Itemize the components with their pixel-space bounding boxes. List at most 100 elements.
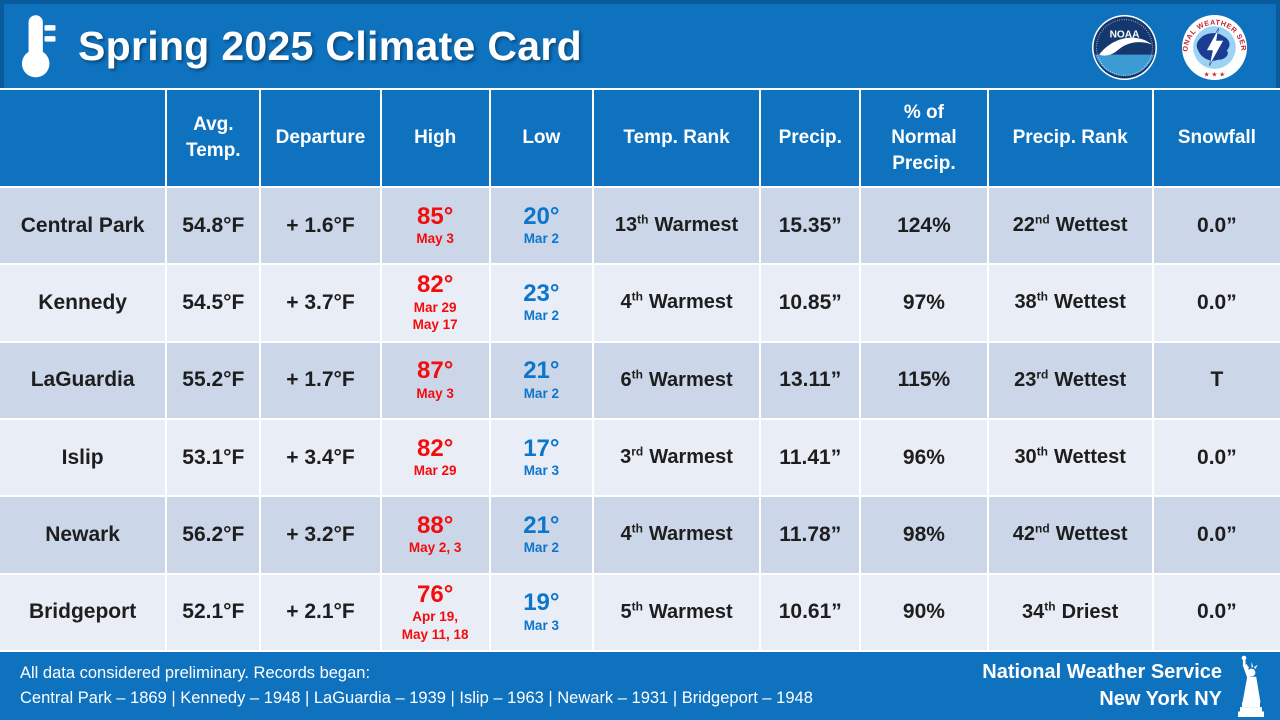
footer-line1: All data considered preliminary. Records… <box>20 664 371 683</box>
statue-of-liberty-icon <box>1238 655 1264 717</box>
station-cell: LaGuardia <box>0 342 166 418</box>
low-date: Mar 2 <box>523 540 559 556</box>
title-bar: Spring 2025 Climate Card NOAA NATIONAL W… <box>0 0 1280 88</box>
low-temp: 23° <box>523 280 560 308</box>
footer-line2: Central Park – 1869 | Kennedy – 1948 | L… <box>20 689 813 707</box>
high-temp: 76° <box>417 580 454 608</box>
snowfall-cell: 0.0” <box>1153 420 1280 496</box>
high-cell: 82° Mar 29 <box>381 420 489 496</box>
high-date: Apr 19, <box>412 608 459 624</box>
high-temp: 88° <box>417 512 454 540</box>
temp-rank-cell: 4th Warmest <box>593 497 760 573</box>
precip-rank-cell: 38th Wettest <box>988 265 1152 341</box>
snowfall-cell: 0.0” <box>1153 265 1280 341</box>
precip-cell: 15.35” <box>761 188 860 264</box>
station-cell: Central Park <box>0 188 166 264</box>
departure-cell: + 3.2°F <box>261 497 380 573</box>
low-cell: 23° Mar 2 <box>490 265 592 341</box>
low-temp: 17° <box>523 434 560 462</box>
col-header-snowfall: Snowfall <box>1153 90 1280 186</box>
low-date: Mar 2 <box>523 308 559 324</box>
snowfall-cell: 0.0” <box>1153 188 1280 264</box>
avg-temp-cell: 54.8°F <box>167 188 260 264</box>
climate-table: Avg. Temp. Departure High Low Temp. Rank… <box>0 88 1280 652</box>
col-header-avg-temp: Avg. Temp. <box>167 90 260 186</box>
low-cell: 20° Mar 2 <box>490 188 592 264</box>
high-date: May 11, 18 <box>401 626 469 642</box>
high-date: May 3 <box>416 231 454 247</box>
temp-rank-cell: 13th Warmest <box>593 188 760 264</box>
low-temp: 20° <box>523 202 560 230</box>
precip-cell: 13.11” <box>761 342 860 418</box>
high-temp: 87° <box>417 357 454 385</box>
precip-rank-cell: 42nd Wettest <box>988 497 1152 573</box>
high-temp: 82° <box>417 434 454 462</box>
low-cell: 19° Mar 3 <box>490 574 592 650</box>
noaa-logo-text: NOAA <box>1110 29 1141 40</box>
noaa-logo: NOAA <box>1092 15 1157 80</box>
temp-rank-cell: 4th Warmest <box>593 265 760 341</box>
low-cell: 21° Mar 2 <box>490 342 592 418</box>
col-header-high: High <box>381 90 489 186</box>
precip-cell: 11.78” <box>761 497 860 573</box>
footer-org-name: National Weather Service <box>982 661 1222 683</box>
station-cell: Islip <box>0 420 166 496</box>
snowfall-cell: T <box>1153 342 1280 418</box>
thermometer-icon <box>21 15 56 78</box>
high-date: May 3 <box>416 385 454 401</box>
pct-normal-precip-cell: 124% <box>861 188 987 264</box>
high-temp: 85° <box>417 202 454 230</box>
station-cell: Kennedy <box>0 265 166 341</box>
low-temp: 21° <box>523 512 560 540</box>
high-cell: 87° May 3 <box>381 342 489 418</box>
high-cell: 85° May 3 <box>381 188 489 264</box>
station-cell: Bridgeport <box>0 574 166 650</box>
station-cell: Newark <box>0 497 166 573</box>
pct-normal-precip-cell: 90% <box>861 574 987 650</box>
temp-rank-cell: 3rd Warmest <box>593 420 760 496</box>
col-header-departure: Departure <box>261 90 380 186</box>
low-cell: 21° Mar 2 <box>490 497 592 573</box>
pct-normal-precip-cell: 97% <box>861 265 987 341</box>
pct-normal-precip-cell: 98% <box>861 497 987 573</box>
high-cell: 76° Apr 19, May 11, 18 <box>381 574 489 650</box>
departure-cell: + 3.7°F <box>261 265 380 341</box>
departure-cell: + 3.4°F <box>261 420 380 496</box>
snowfall-cell: 0.0” <box>1153 497 1280 573</box>
low-date: Mar 3 <box>523 463 559 479</box>
precip-cell: 10.85” <box>761 265 860 341</box>
avg-temp-cell: 52.1°F <box>167 574 260 650</box>
departure-cell: + 2.1°F <box>261 574 380 650</box>
precip-cell: 10.61” <box>761 574 860 650</box>
avg-temp-cell: 56.2°F <box>167 497 260 573</box>
footer-disclaimer: All data considered preliminary. Records… <box>20 661 813 711</box>
high-date: May 17 <box>412 317 458 333</box>
col-header-precip: Precip. <box>761 90 860 186</box>
low-temp: 21° <box>523 357 560 385</box>
avg-temp-cell: 55.2°F <box>167 342 260 418</box>
col-header-low: Low <box>490 90 592 186</box>
footer-bar: All data considered preliminary. Records… <box>0 652 1280 720</box>
col-header-precip-rank: Precip. Rank <box>988 90 1152 186</box>
nws-logo: NATIONAL WEATHER SERVICE ★ ★ ★ <box>1182 15 1247 80</box>
low-date: Mar 2 <box>523 231 559 247</box>
high-cell: 88° May 2, 3 <box>381 497 489 573</box>
temp-rank-cell: 5th Warmest <box>593 574 760 650</box>
low-cell: 17° Mar 3 <box>490 420 592 496</box>
footer-org-location: New York NY <box>1099 688 1222 710</box>
low-temp: 19° <box>523 589 560 617</box>
nws-logo-stars: ★ ★ ★ <box>1204 70 1225 78</box>
page-title: Spring 2025 Climate Card <box>78 22 582 69</box>
temp-rank-cell: 6th Warmest <box>593 342 760 418</box>
departure-cell: + 1.6°F <box>261 188 380 264</box>
avg-temp-cell: 54.5°F <box>167 265 260 341</box>
high-date: Mar 29 <box>413 299 457 315</box>
avg-temp-cell: 53.1°F <box>167 420 260 496</box>
col-header-temp-rank: Temp. Rank <box>593 90 760 186</box>
high-date: May 2, 3 <box>408 540 462 556</box>
high-date: Mar 29 <box>413 463 457 479</box>
precip-rank-cell: 22nd Wettest <box>988 188 1152 264</box>
footer-org: National Weather Service New York NY <box>982 659 1222 713</box>
low-date: Mar 3 <box>523 617 559 633</box>
